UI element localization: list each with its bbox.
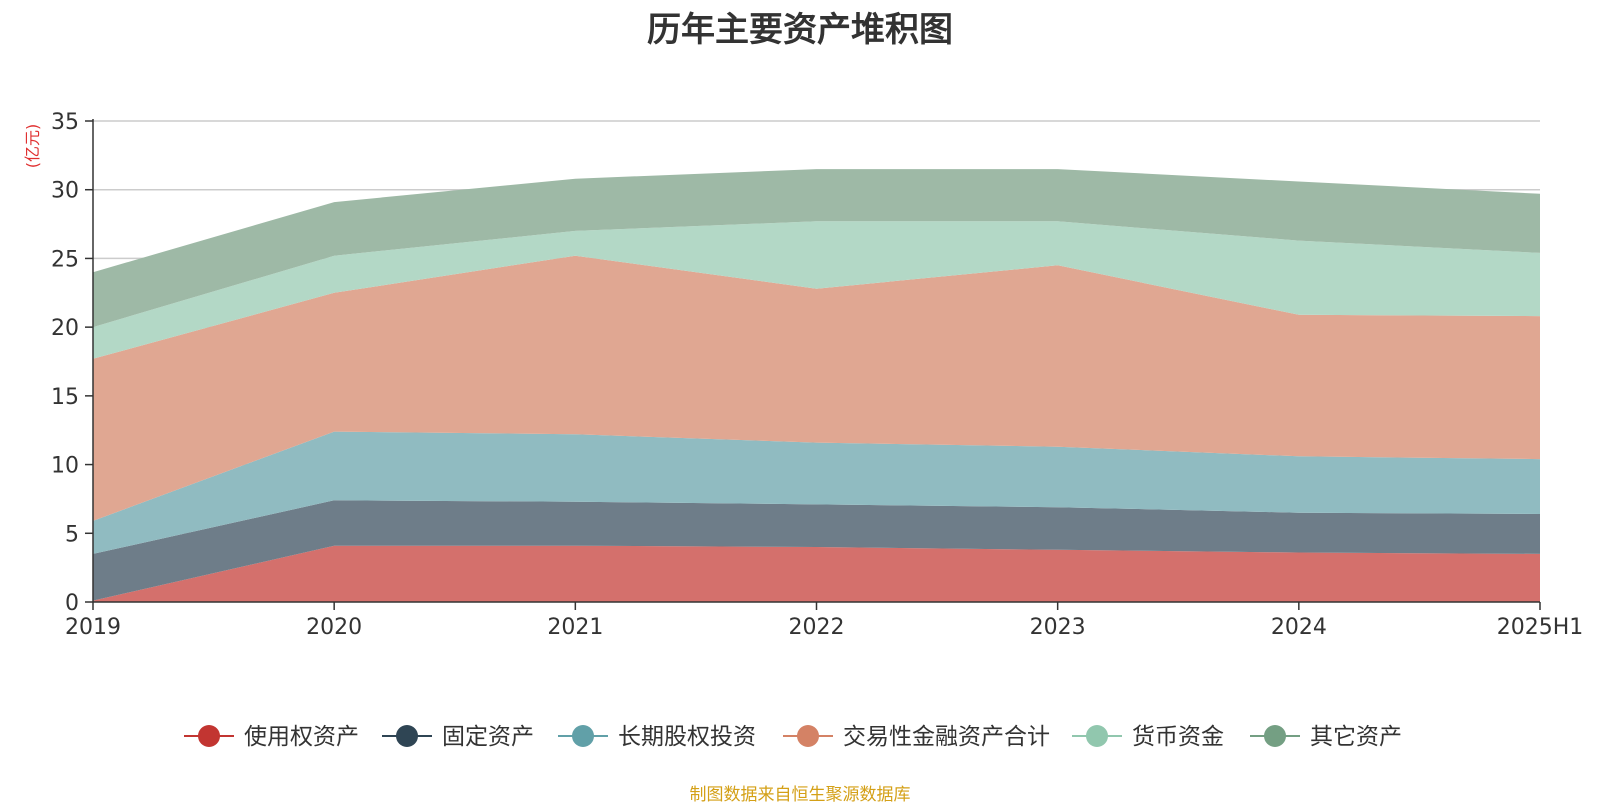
legend-marker-dot	[198, 725, 220, 747]
y-tick-label: 15	[51, 385, 79, 410]
legend-marker-dot	[797, 725, 819, 747]
area-series-4	[93, 221, 1540, 359]
legend-item-label: 使用权资产	[244, 724, 359, 750]
x-tick-label: 2023	[1030, 615, 1086, 640]
y-axis-unit-label: (亿元)	[23, 124, 42, 169]
legend-item-label: 其它资产	[1310, 724, 1402, 750]
y-tick-label: 25	[51, 247, 79, 272]
legend-item-label: 长期股权投资	[618, 724, 756, 750]
y-tick-label: 30	[51, 179, 79, 204]
stacked-areas	[93, 169, 1540, 602]
x-tick-label: 2024	[1271, 615, 1327, 640]
legend-item-label: 固定资产	[442, 724, 534, 750]
x-tick-label: 2025H1	[1497, 615, 1584, 640]
area-series-1	[93, 500, 1540, 601]
legend-marker-dot	[396, 725, 418, 747]
chart-title: 历年主要资产堆积图	[647, 10, 953, 50]
axes: 0 5 10 15 20 25 30 35 2019 2020 2021 2022 2023 2024 20…	[51, 110, 1583, 640]
y-tick-label: 0	[65, 591, 79, 616]
x-tick-label: 2019	[65, 615, 121, 640]
y-tick-label: 5	[65, 522, 79, 547]
legend-item-label: 货币资金	[1132, 724, 1224, 750]
area-series-0	[93, 545, 1540, 602]
x-tick-label: 2022	[789, 615, 845, 640]
source-note: 制图数据来自恒生聚源数据库	[689, 785, 911, 805]
legend-marker-dot	[572, 725, 594, 747]
legend: 使用权资产 固定资产 长期股权投资 交易性金融资产合计 货币资金 其它资产	[184, 724, 1402, 750]
y-tick-label: 20	[51, 316, 79, 341]
area-series-2	[93, 431, 1540, 554]
legend-item-label: 交易性金融资产合计	[843, 724, 1050, 750]
legend-marker-dot	[1086, 725, 1108, 747]
legend-marker-dot	[1264, 725, 1286, 747]
x-tick-label: 2020	[306, 615, 362, 640]
y-tick-label: 10	[51, 454, 79, 479]
area-series-5	[93, 169, 1540, 328]
area-series-3	[93, 255, 1540, 521]
x-tick-label: 2021	[547, 615, 603, 640]
y-tick-label: 35	[51, 110, 79, 135]
